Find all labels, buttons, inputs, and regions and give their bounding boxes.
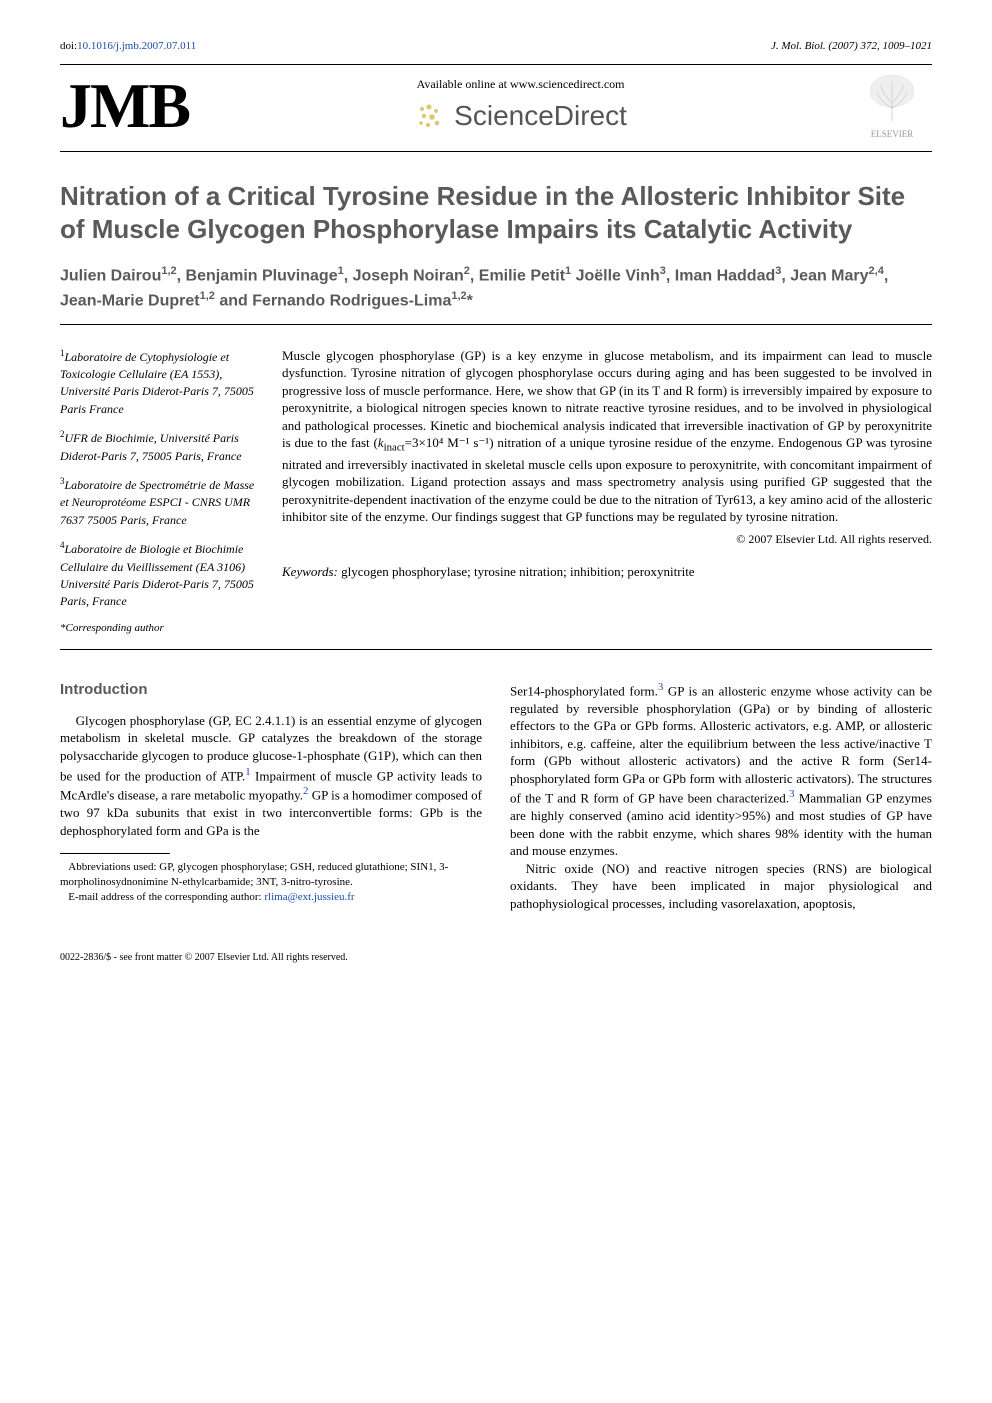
body-columns: Introduction Glycogen phosphorylase (GP,…: [60, 680, 932, 913]
sciencedirect-logo: ScienceDirect: [414, 100, 627, 132]
affil-text: UFR de Biochimie, Université Paris Dider…: [60, 431, 242, 462]
footer: 0022-2836/$ - see front matter © 2007 El…: [60, 952, 932, 963]
footnote-separator: [60, 853, 170, 854]
keywords-line: Keywords: glycogen phosphorylase; tyrosi…: [282, 563, 932, 581]
sciencedirect-icon: [414, 101, 444, 131]
elsevier-text: ELSEVIER: [852, 129, 932, 139]
elsevier-logo: ELSEVIER: [852, 73, 932, 139]
doi-row: doi:10.1016/j.jmb.2007.07.011 J. Mol. Bi…: [60, 40, 932, 52]
affil-text: Laboratoire de Biologie et Biochimie Cel…: [60, 542, 254, 608]
affiliation-2: 2UFR de Biochimie, Université Paris Dide…: [60, 428, 260, 465]
abbrev-label: Abbreviations used:: [68, 861, 156, 873]
abbreviations-footnote: Abbreviations used: GP, glycogen phospho…: [60, 860, 482, 890]
affiliation-1: 1Laboratoire de Cytophysiologie et Toxic…: [60, 347, 260, 419]
abstract-text: Muscle glycogen phosphorylase (GP) is a …: [282, 347, 932, 526]
affil-text: Laboratoire de Spectrométrie de Masse et…: [60, 478, 254, 527]
keywords-label: Keywords:: [282, 564, 338, 579]
sciencedirect-block: Available online at www.sciencedirect.co…: [189, 77, 852, 136]
intro-paragraph-2: Nitric oxide (NO) and reactive nitrogen …: [510, 860, 932, 913]
affiliations: 1Laboratoire de Cytophysiologie et Toxic…: [60, 347, 260, 637]
intro-paragraph-1-cont: Ser14-phosphorylated form.3 GP is an all…: [510, 680, 932, 860]
doi-link[interactable]: 10.1016/j.jmb.2007.07.011: [77, 40, 196, 52]
affiliation-3: 3Laboratoire de Spectrométrie de Masse e…: [60, 475, 260, 529]
doi-prefix: doi:: [60, 40, 77, 52]
intro-paragraph-1: Glycogen phosphorylase (GP, EC 2.4.1.1) …: [60, 712, 482, 839]
intro-1e: GP is an allosteric enzyme whose activit…: [510, 683, 932, 806]
email-link[interactable]: rlima@ext.jussieu.fr: [264, 891, 354, 903]
available-online-text: Available online at www.sciencedirect.co…: [209, 77, 832, 92]
footnotes: Abbreviations used: GP, glycogen phospho…: [60, 860, 482, 905]
intro-1d: Ser14-phosphorylated form.: [510, 683, 658, 698]
affiliation-4: 4Laboratoire de Biologie et Biochimie Ce…: [60, 539, 260, 611]
jmb-logo: JMB: [60, 74, 189, 138]
rule-authors: [60, 324, 932, 325]
affil-text: Laboratoire de Cytophysiologie et Toxico…: [60, 350, 254, 416]
elsevier-tree-icon: [852, 73, 932, 129]
copyright: © 2007 Elsevier Ltd. All rights reserved…: [282, 532, 932, 547]
rule-banner: [60, 151, 932, 152]
email-footnote: E-mail address of the corresponding auth…: [60, 890, 482, 905]
article-title: Nitration of a Critical Tyrosine Residue…: [60, 180, 932, 245]
corresponding-author: *Corresponding author: [60, 621, 260, 637]
keywords-text: glycogen phosphorylase; tyrosine nitrati…: [341, 564, 694, 579]
sciencedirect-text: ScienceDirect: [454, 100, 627, 132]
rule-abstract: [60, 649, 932, 650]
journal-reference: J. Mol. Biol. (2007) 372, 1009–1021: [771, 40, 932, 52]
doi: doi:10.1016/j.jmb.2007.07.011: [60, 40, 196, 52]
banner: JMB Available online at www.sciencedirec…: [60, 65, 932, 151]
abstract-right: Muscle glycogen phosphorylase (GP) is a …: [282, 347, 932, 637]
author-list: Julien Dairou1,2, Benjamin Pluvinage1, J…: [60, 263, 932, 314]
email-label: E-mail address of the corresponding auth…: [68, 891, 261, 903]
abstract-block: 1Laboratoire de Cytophysiologie et Toxic…: [60, 347, 932, 637]
intro-heading: Introduction: [60, 680, 482, 700]
